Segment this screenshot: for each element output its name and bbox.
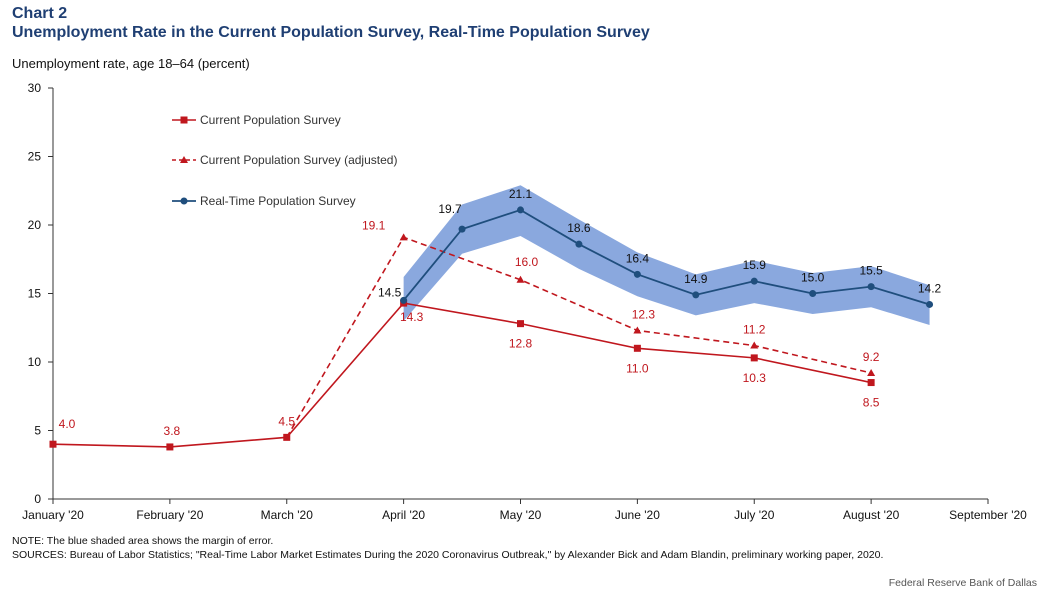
point-cps	[867, 379, 875, 387]
point-cps	[49, 440, 57, 448]
data-label-cps: 14.3	[400, 310, 424, 324]
y-tick-label: 15	[28, 287, 42, 301]
data-label-rps: 14.5	[378, 285, 402, 299]
legend-label-cps-adjusted: Current Population Survey (adjusted)	[200, 153, 397, 167]
data-label-cps-adjusted: 12.3	[632, 307, 656, 321]
chart-number: Chart 2	[12, 5, 68, 22]
y-tick-label: 20	[28, 218, 42, 232]
x-tick-label: July '20	[734, 508, 775, 522]
point-cps	[283, 433, 291, 441]
y-tick-label: 0	[34, 492, 41, 506]
data-label-rps: 14.9	[684, 272, 708, 286]
y-tick-label: 5	[34, 424, 41, 438]
data-label-rps: 18.6	[567, 221, 591, 235]
series-line-rps	[402, 208, 930, 306]
point-cps-adjusted	[867, 368, 876, 376]
credit-text: Federal Reserve Bank of Dallas	[888, 577, 1037, 589]
data-label-rps: 15.5	[859, 264, 883, 278]
chart-title: Unemployment Rate in the Current Populat…	[12, 24, 650, 41]
data-label-rps: 21.1	[509, 187, 533, 201]
point-cps	[166, 443, 174, 451]
x-tick-label: September '20	[949, 508, 1027, 522]
data-label-rps: 15.9	[743, 258, 767, 272]
data-label-cps: 11.0	[626, 361, 649, 375]
data-label-cps-adjusted: 9.2	[863, 350, 880, 364]
x-tick-label: April '20	[382, 508, 425, 522]
x-tick-label: June '20	[615, 508, 660, 522]
point-cps-adjusted	[750, 341, 759, 349]
point-rps	[809, 290, 817, 297]
point-rps	[517, 206, 524, 214]
x-tick-label: May '20	[500, 508, 542, 522]
data-label-cps: 3.8	[164, 424, 181, 438]
point-rps	[458, 225, 466, 233]
legend-marker-cps	[180, 116, 188, 124]
sources-text: SOURCES: Bureau of Labor Statistics; "Re…	[12, 549, 884, 561]
x-tick-label: January '20	[22, 508, 84, 522]
data-label-rps: 14.2	[918, 281, 942, 295]
x-tick-label: March '20	[261, 508, 314, 522]
data-label-rps: 16.4	[626, 251, 650, 265]
y-axis-label: Unemployment rate, age 18–64 (percent)	[12, 56, 250, 71]
note-text: NOTE: The blue shaded area shows the mar…	[12, 535, 274, 547]
series-line-cps-adjusted	[286, 236, 872, 438]
data-label-rps: 15.0	[801, 271, 825, 285]
point-cps	[633, 344, 641, 352]
legend-marker-rps	[180, 197, 188, 205]
legend-label-rps: Real-Time Population Survey	[200, 194, 356, 208]
data-label-cps-adjusted: 11.2	[743, 323, 766, 337]
point-rps	[926, 300, 934, 308]
y-tick-label: 25	[28, 150, 42, 164]
data-label-cps: 4.0	[59, 417, 76, 431]
data-label-cps: 4.5	[278, 414, 295, 428]
point-rps	[867, 283, 875, 291]
data-label-cps-adjusted: 16.0	[515, 255, 539, 269]
x-tick-label: February '20	[136, 508, 203, 522]
point-cps-adjusted	[399, 233, 408, 241]
legend-label-cps: Current Population Survey	[200, 113, 341, 127]
data-label-cps: 8.5	[863, 396, 880, 410]
data-label-rps: 19.7	[438, 202, 462, 216]
margin-of-error-band	[403, 185, 930, 326]
data-label-cps: 12.8	[509, 337, 533, 351]
data-label-cps-adjusted: 19.1	[362, 218, 386, 232]
point-rps	[575, 240, 583, 248]
point-cps-adjusted	[516, 275, 525, 283]
point-cps	[517, 320, 524, 328]
series-line-cps	[52, 302, 872, 448]
y-tick-label: 30	[28, 81, 42, 95]
point-cps	[750, 354, 758, 362]
x-tick-label: August '20	[843, 508, 900, 522]
point-rps	[692, 291, 700, 299]
point-cps-adjusted	[633, 326, 642, 334]
point-rps	[400, 296, 408, 304]
point-rps	[750, 277, 758, 285]
y-tick-label: 10	[28, 355, 42, 369]
data-label-cps: 10.3	[743, 371, 767, 385]
legend-marker-cps-adjusted	[180, 156, 188, 163]
point-rps	[633, 270, 641, 278]
